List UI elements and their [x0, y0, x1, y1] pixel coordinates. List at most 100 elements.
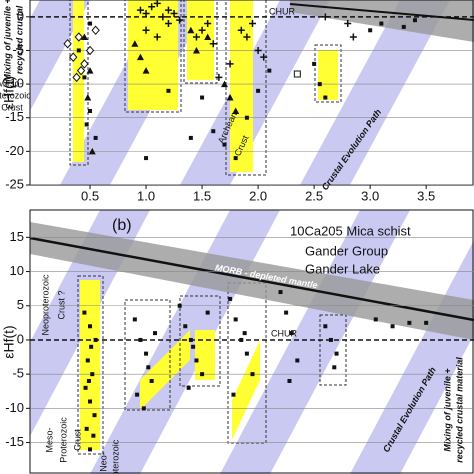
point: [215, 73, 223, 81]
panel-b-frame: [29, 209, 474, 474]
point: [177, 303, 182, 308]
y-tick-label: -5: [12, 42, 24, 57]
point: [293, 70, 301, 78]
point: [176, 16, 184, 24]
point: [142, 9, 150, 17]
point: [260, 53, 268, 61]
point: [85, 45, 95, 56]
point: [278, 290, 283, 295]
point: [379, 21, 384, 26]
x-tick-label: 1.0: [137, 188, 155, 203]
y-tick-label: 5: [17, 297, 24, 312]
point: [204, 20, 212, 28]
point: [317, 82, 322, 87]
y-tick-label: 10: [10, 263, 24, 278]
point: [93, 337, 98, 342]
x-tick-label: 2.5: [305, 188, 323, 203]
annotation: Meso-: [0, 78, 23, 88]
point: [289, 331, 294, 336]
point: [149, 378, 154, 383]
point: [86, 378, 91, 383]
y-axis-label: εHf(t): [1, 325, 17, 358]
point: [82, 310, 87, 315]
point: [295, 358, 300, 363]
point: [76, 48, 81, 53]
point: [349, 33, 357, 41]
annotation: Mixing of juvenile +: [442, 368, 452, 452]
point: [249, 20, 256, 28]
point: [170, 9, 178, 17]
x-tick-label: 1.5: [193, 188, 211, 203]
point: [136, 53, 144, 61]
point: [312, 61, 317, 66]
annotation: Neoproterozoic: [40, 274, 50, 336]
point: [284, 310, 289, 315]
y-tick-label: -5: [12, 366, 24, 381]
point: [267, 68, 272, 73]
point: [153, 0, 161, 7]
point: [90, 372, 95, 377]
y-tick-label: 15: [10, 229, 24, 244]
point: [200, 372, 205, 377]
point: [131, 40, 139, 47]
point: [146, 365, 151, 370]
point: [344, 20, 352, 28]
point: [88, 399, 93, 404]
annotation: Proterozoic: [58, 417, 68, 463]
point: [153, 33, 161, 41]
point: [368, 28, 373, 33]
point: [192, 33, 200, 41]
point: [88, 447, 93, 452]
point: [332, 365, 337, 370]
annotation: recycled crustal material: [454, 357, 464, 463]
annotation: CHUR: [271, 328, 297, 338]
y-tick-label: 0: [17, 331, 24, 346]
point: [88, 147, 96, 155]
point: [198, 26, 206, 34]
point: [237, 26, 245, 34]
point: [74, 32, 83, 42]
point: [222, 142, 227, 147]
point: [233, 317, 238, 322]
point: [188, 337, 193, 342]
y-tick-label: -10: [5, 400, 24, 415]
annotation: (b): [112, 217, 132, 234]
y-tick-label: -15: [5, 434, 24, 449]
point: [135, 392, 140, 397]
point: [63, 38, 72, 49]
annotation: CHUR: [269, 6, 295, 16]
point: [89, 344, 94, 349]
point: [211, 129, 216, 134]
annotation: proterozoic: [110, 439, 120, 474]
annotation: Gander Group: [305, 243, 388, 258]
point: [424, 320, 429, 325]
point: [187, 26, 195, 34]
point: [166, 88, 171, 93]
point: [250, 372, 255, 377]
x-tick-label: 2.0: [249, 188, 267, 203]
point: [132, 317, 137, 322]
point: [93, 135, 98, 140]
point: [192, 46, 200, 54]
point: [220, 80, 228, 88]
point: [232, 107, 240, 114]
point: [91, 25, 100, 36]
point: [373, 317, 378, 322]
point: [194, 358, 199, 363]
point: [204, 33, 212, 40]
point: [142, 26, 150, 34]
point: [183, 324, 188, 329]
point: [69, 52, 78, 62]
point: [231, 392, 236, 397]
point: [205, 310, 210, 315]
point: [148, 3, 156, 11]
annotation: Proterozoic: [0, 90, 31, 100]
point: [254, 46, 262, 54]
point: [136, 6, 144, 14]
point: [390, 324, 395, 329]
point: [328, 337, 333, 342]
point: [85, 358, 90, 363]
point: [86, 67, 94, 74]
point: [321, 13, 329, 21]
point: [209, 40, 217, 48]
